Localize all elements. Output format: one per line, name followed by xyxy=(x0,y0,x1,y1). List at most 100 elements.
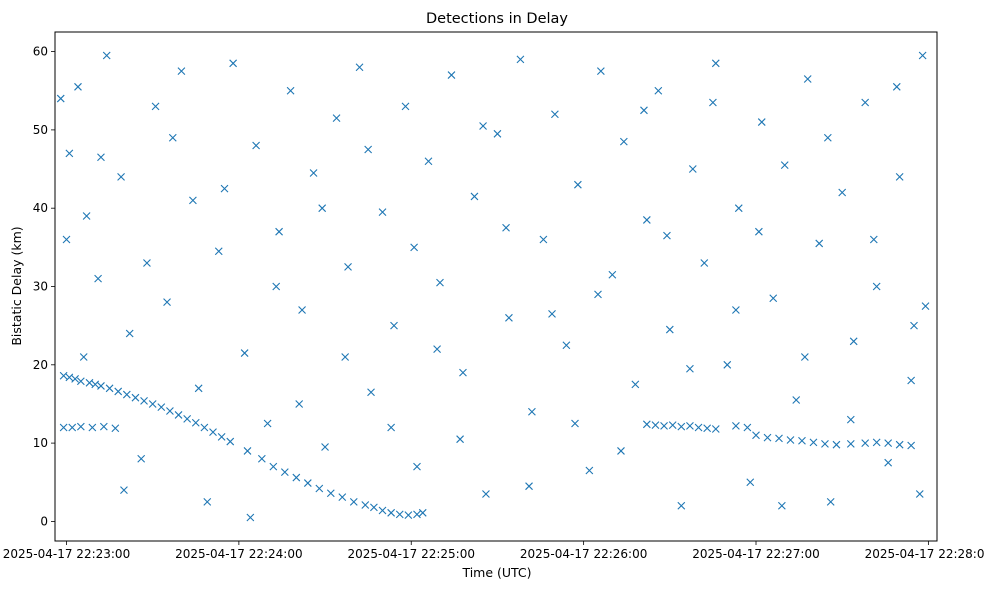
detection-marker xyxy=(769,294,778,303)
detection-marker xyxy=(757,118,766,126)
detection-marker xyxy=(189,196,197,205)
detection-marker xyxy=(826,497,835,506)
detection-marker xyxy=(459,368,467,377)
detection-marker xyxy=(203,497,212,506)
detection-marker xyxy=(777,501,786,510)
detection-marker xyxy=(413,510,421,519)
detection-marker xyxy=(505,313,513,322)
detection-marker xyxy=(387,508,396,517)
detection-marker xyxy=(387,423,396,432)
marks-layer xyxy=(56,51,930,522)
detection-marker xyxy=(418,508,427,517)
detection-marker xyxy=(125,329,134,338)
detection-marker xyxy=(525,482,533,491)
detection-marker xyxy=(617,447,625,455)
detection-marker xyxy=(660,421,668,430)
detection-marker xyxy=(220,184,229,193)
detection-marker xyxy=(823,133,832,142)
y-tick-label: 20 xyxy=(33,358,48,372)
detection-marker xyxy=(214,247,223,256)
detection-marker xyxy=(413,462,421,471)
detection-marker xyxy=(585,466,594,475)
detection-marker xyxy=(151,102,160,111)
detection-marker xyxy=(99,422,108,431)
x-tick-label: 2025-04-17 22:25:00 xyxy=(348,547,475,561)
plot-frame xyxy=(54,31,938,542)
detection-marker xyxy=(594,290,602,299)
detection-marker xyxy=(321,443,329,451)
detection-marker xyxy=(654,86,663,95)
detection-marker xyxy=(895,172,904,181)
detection-marker xyxy=(596,67,605,76)
detection-marker xyxy=(642,216,651,224)
y-axis: 0 10 20 30 40 50 60 xyxy=(33,45,55,528)
detection-marker xyxy=(668,421,677,429)
detection-marker xyxy=(918,51,927,60)
detection-marker xyxy=(892,82,901,91)
detection-marker xyxy=(349,497,358,506)
detection-marker xyxy=(88,423,97,432)
y-axis-label: Bistatic Delay (km) xyxy=(9,226,24,345)
detection-marker xyxy=(269,462,278,471)
detection-marker xyxy=(792,396,801,404)
detection-marker xyxy=(65,373,74,382)
detection-marker xyxy=(229,59,238,68)
y-tick-label: 0 xyxy=(40,514,48,528)
detection-marker xyxy=(447,71,456,79)
detection-marker xyxy=(732,306,740,314)
detection-marker xyxy=(82,212,91,220)
detection-marker xyxy=(85,378,94,387)
detection-marker xyxy=(608,270,617,279)
detection-marker xyxy=(686,421,694,430)
detection-marker xyxy=(700,259,709,267)
detection-marker xyxy=(326,489,335,498)
detection-marker xyxy=(502,223,510,232)
detection-marker xyxy=(907,441,916,450)
detection-marker xyxy=(410,243,419,252)
detection-marker xyxy=(117,172,125,181)
detection-marker xyxy=(752,431,760,440)
detection-marker xyxy=(921,302,930,310)
detection-marker xyxy=(694,423,703,432)
detection-marker xyxy=(743,423,752,432)
x-axis-label: Time (UTC) xyxy=(461,565,531,580)
detection-marker xyxy=(272,282,281,291)
x-tick-label: 2025-04-17 22:23:00 xyxy=(3,547,130,561)
detection-marker xyxy=(821,440,829,448)
detection-marker xyxy=(711,59,720,68)
detection-marker xyxy=(309,169,318,177)
detection-marker xyxy=(798,436,806,445)
detection-marker xyxy=(378,208,387,216)
detection-marker xyxy=(183,414,192,423)
detection-marker xyxy=(895,440,904,449)
detection-marker xyxy=(642,420,651,429)
detection-marker xyxy=(786,436,795,444)
x-tick-label: 2025-04-17 22:28:00 xyxy=(865,547,985,561)
detection-marker xyxy=(849,337,858,346)
detection-marker xyxy=(703,424,712,433)
y-tick-label: 50 xyxy=(33,123,48,137)
detection-marker xyxy=(344,263,352,271)
detection-marker xyxy=(298,306,306,314)
detection-marker xyxy=(105,384,114,393)
detection-marker xyxy=(166,407,174,415)
detection-marker xyxy=(424,157,433,166)
detection-marker xyxy=(209,428,217,437)
detection-marker xyxy=(97,382,105,390)
detection-marker xyxy=(861,98,870,107)
detection-marker xyxy=(191,418,200,427)
detection-marker xyxy=(688,165,697,173)
detection-marker xyxy=(663,231,671,240)
detection-marker xyxy=(295,400,304,408)
y-tick-label: 30 xyxy=(33,280,48,294)
detection-marker xyxy=(76,377,85,386)
detection-marker xyxy=(79,353,88,361)
detection-marker xyxy=(137,454,146,463)
detection-marker xyxy=(71,375,79,383)
detection-marker xyxy=(102,51,111,60)
x-tick-label: 2025-04-17 22:24:00 xyxy=(175,547,302,561)
detection-marker xyxy=(163,298,171,307)
detection-marker xyxy=(338,493,347,502)
detection-marker xyxy=(390,321,398,330)
detection-marker xyxy=(803,75,812,83)
